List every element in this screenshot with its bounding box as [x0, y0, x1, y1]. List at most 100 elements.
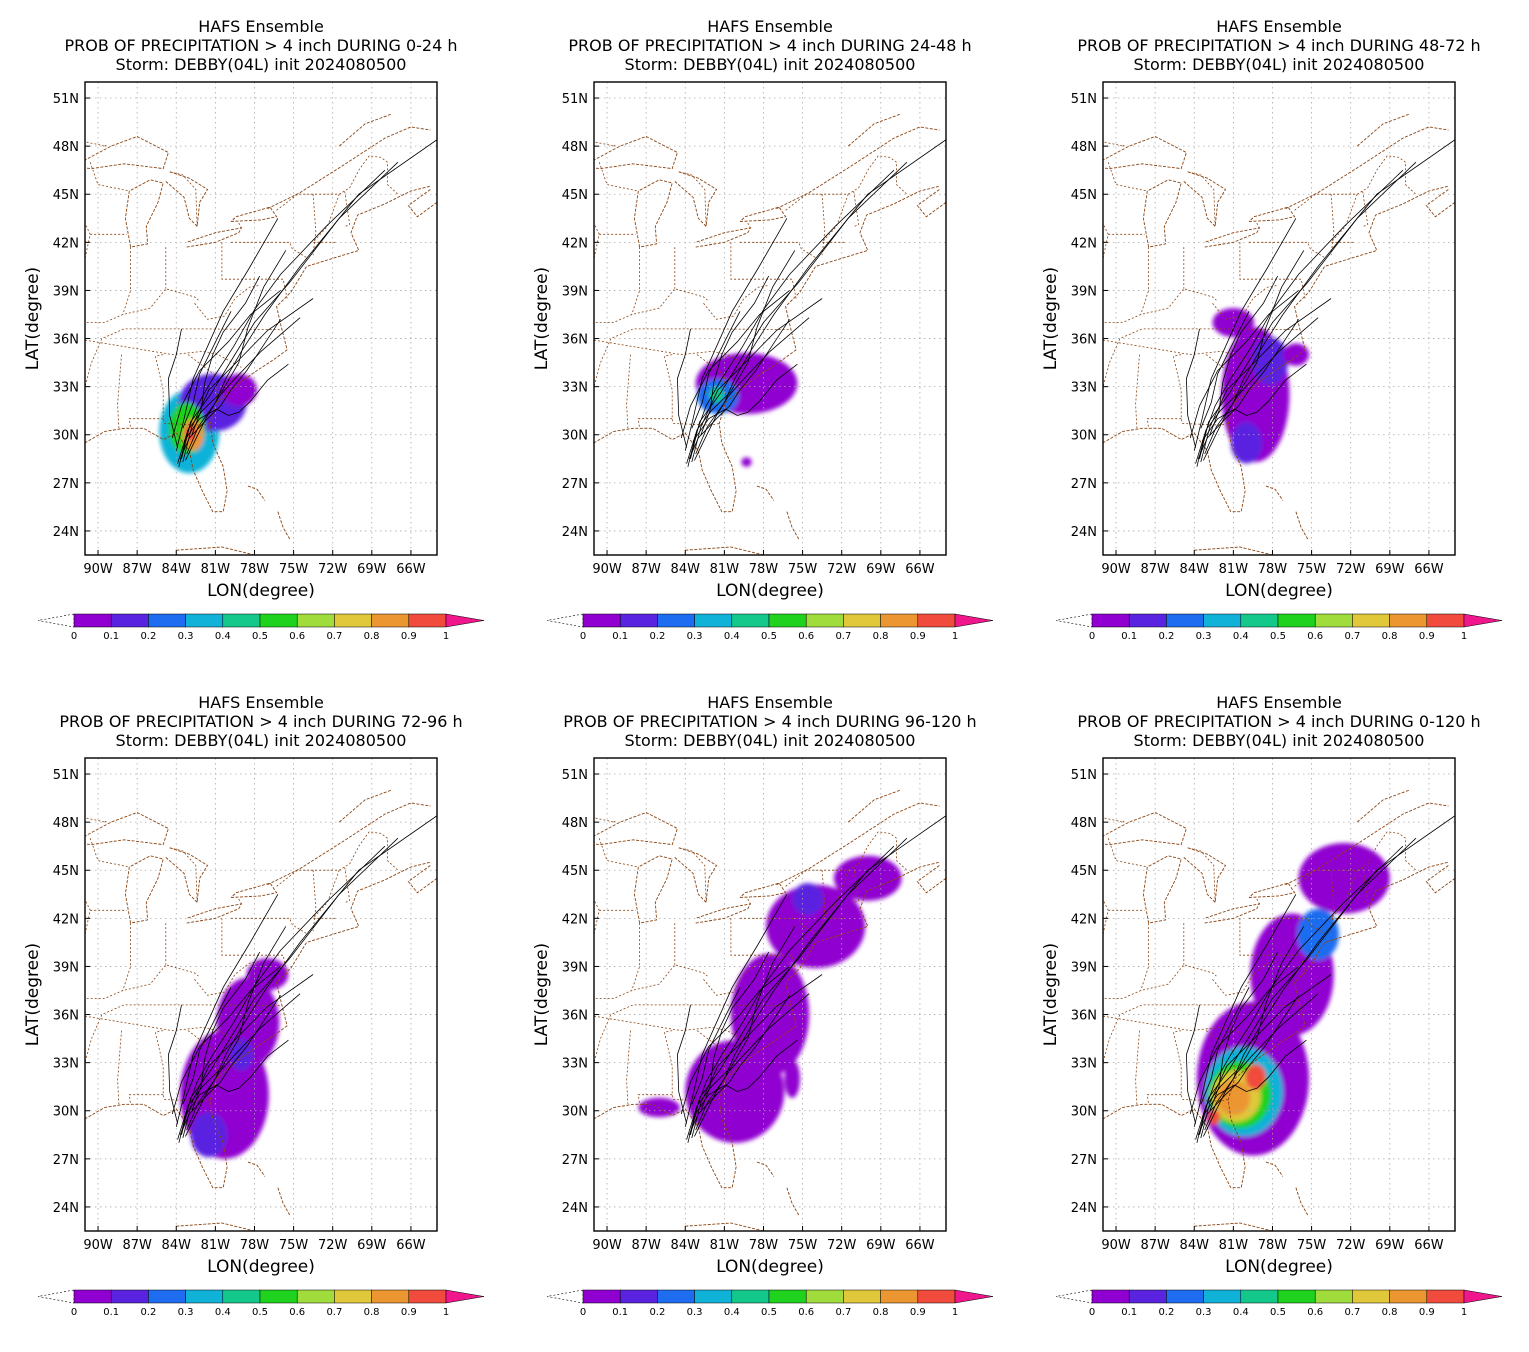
- y-tick-label: 33N: [1071, 1057, 1097, 1072]
- coastline: [1356, 113, 1410, 147]
- plot-area: [85, 82, 437, 555]
- colorbar-swatch: [148, 613, 186, 628]
- colorbar-swatch: [1426, 613, 1465, 628]
- ensemble-track: [175, 894, 279, 1127]
- x-axis-label: LON(degree): [716, 1257, 824, 1277]
- coastline: [277, 511, 291, 540]
- y-tick-label: 39N: [53, 960, 79, 975]
- x-tick-label: 81W: [1219, 1238, 1249, 1253]
- coastline: [916, 865, 946, 894]
- state-border: [613, 820, 617, 823]
- state-border: [1103, 328, 1300, 387]
- colorbar-swatch: [1389, 1289, 1428, 1304]
- x-tick-label: 66W: [905, 562, 935, 577]
- ensemble-tracks: [1185, 815, 1455, 1143]
- ensemble-track: [1203, 993, 1319, 1137]
- ensemble-track: [1193, 894, 1297, 1127]
- colorbar-swatch: [110, 613, 149, 628]
- x-axis-label: LON(degree): [207, 1257, 315, 1277]
- state-border: [1362, 189, 1369, 227]
- state-border: [598, 838, 639, 868]
- colorbar-label: 0.3: [1196, 1307, 1212, 1318]
- colorbar-swatch: [222, 1289, 261, 1304]
- x-tick-label: 72W: [1336, 562, 1366, 577]
- coastline: [776, 802, 940, 886]
- x-tick-label: 66W: [396, 562, 426, 577]
- colorbar-label: 0.8: [873, 1307, 889, 1318]
- colorbar-label: 0.8: [1382, 631, 1398, 642]
- x-tick-label: 90W: [592, 562, 622, 577]
- colorbar-label: 0.2: [1158, 1307, 1174, 1318]
- forecast-panel: HAFS Ensemble PROB OF PRECIPITATION > 4 i…: [1018, 0, 1527, 676]
- colorbar-swatch: [371, 1289, 410, 1304]
- x-tick-label: 81W: [201, 562, 231, 577]
- y-tick-label: 33N: [53, 381, 79, 396]
- state-border: [1103, 964, 1217, 1000]
- ensemble-track: [686, 250, 796, 464]
- x-tick-label: 66W: [396, 1238, 426, 1253]
- ensemble-tracks: [1185, 139, 1455, 467]
- colorbar-label: 0.6: [1307, 631, 1323, 642]
- colorbar-swatch: [1426, 1289, 1465, 1304]
- ensemble-track: [1197, 319, 1299, 459]
- probability-cell: [1230, 421, 1263, 464]
- plot-frame: [84, 757, 438, 1232]
- gridlines: [1103, 758, 1455, 1231]
- colorbar-swatch: [296, 1289, 335, 1304]
- state-border: [594, 222, 600, 260]
- ensemble-tracks: [676, 139, 946, 467]
- y-tick-label: 39N: [53, 284, 79, 299]
- state-border: [312, 194, 340, 243]
- x-axis-label: LON(degree): [716, 581, 824, 601]
- y-tick-label: 33N: [53, 1057, 79, 1072]
- state-border: [747, 898, 751, 905]
- plot-area: [594, 82, 946, 555]
- state-border: [122, 923, 131, 991]
- geography: [594, 789, 946, 1231]
- x-tick-label: 69W: [866, 562, 896, 577]
- x-tick-label: 87W: [1140, 1238, 1170, 1253]
- coastline: [230, 206, 278, 222]
- x-axis-label: LON(degree): [207, 581, 315, 601]
- state-border: [631, 247, 640, 315]
- ensemble-track: [1197, 995, 1299, 1135]
- state-border: [344, 865, 351, 903]
- colorbar-swatch: [917, 1289, 956, 1304]
- colorbar-swatch: [259, 613, 298, 628]
- state-border: [276, 831, 399, 887]
- colorbar-swatch: [1240, 1289, 1279, 1304]
- colorbar-over-arrow: [1463, 1289, 1503, 1304]
- storm-line: Storm: DEBBY(04L) init 2024080500: [116, 55, 407, 74]
- y-tick-label: 27N: [53, 477, 79, 492]
- chart-title: HAFS Ensemble: [198, 17, 324, 36]
- ensemble-track: [1185, 1004, 1200, 1124]
- state-border: [594, 288, 708, 324]
- colorbar-swatch: [582, 613, 621, 628]
- chart-subtitle: PROB OF PRECIPITATION > 4 inch DURING 0-…: [64, 36, 457, 55]
- colorbar-label: 0.4: [215, 631, 231, 642]
- state-border: [626, 354, 631, 429]
- coastline: [1103, 136, 1187, 170]
- ensemble-track: [1201, 363, 1307, 442]
- probability-cell: [833, 855, 902, 901]
- x-tick-label: 81W: [710, 1238, 740, 1253]
- y-tick-label: 48N: [53, 816, 79, 831]
- state-border: [117, 1030, 122, 1105]
- chart-title: HAFS Ensemble: [707, 693, 833, 712]
- coastline: [85, 136, 169, 170]
- state-border: [740, 917, 818, 935]
- state-border: [221, 918, 288, 975]
- y-tick-label: 45N: [562, 864, 588, 879]
- x-tick-label: 72W: [318, 1238, 348, 1253]
- colorbar-swatch: [148, 1289, 186, 1304]
- state-border: [594, 328, 791, 387]
- colorbar-label: 0.6: [798, 631, 814, 642]
- state-border: [89, 838, 130, 868]
- state-border: [238, 898, 242, 905]
- ensemble-track: [1193, 218, 1297, 451]
- x-tick-label: 72W: [318, 562, 348, 577]
- state-border: [821, 194, 826, 256]
- y-tick-label: 45N: [1071, 864, 1097, 879]
- probability-cell: [1282, 343, 1309, 366]
